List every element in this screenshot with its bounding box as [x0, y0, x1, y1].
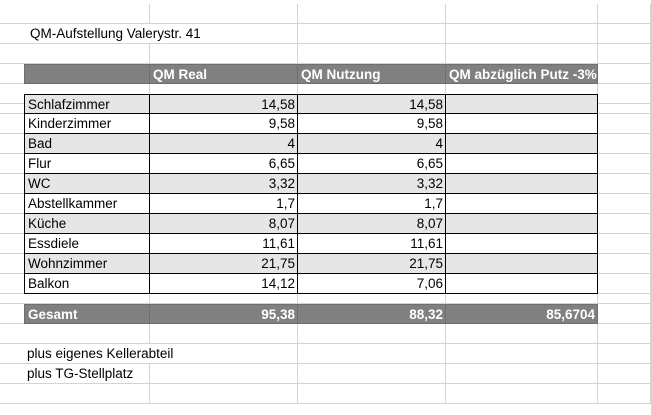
sheet-title: QM-Aufstellung Valerystr. 41	[30, 26, 201, 41]
sheet-row	[0, 324, 651, 344]
note-row: plus TG-Stellplatz	[0, 364, 651, 384]
room-cell[interactable]: Schlafzimmer	[24, 94, 150, 114]
putz-cell[interactable]	[446, 114, 598, 134]
nutzung-cell[interactable]: 14,58	[298, 94, 446, 114]
real-cell[interactable]: 21,75	[150, 254, 298, 274]
table-row: Kinderzimmer 9,58 9,58	[0, 114, 651, 134]
table-row: Balkon 14,12 7,06	[0, 274, 651, 294]
putz-cell[interactable]	[446, 194, 598, 214]
note-tg-stellplatz: plus TG-Stellplatz	[27, 366, 134, 381]
real-cell[interactable]: 14,58	[150, 94, 298, 114]
room-cell[interactable]: Kinderzimmer	[24, 114, 150, 134]
room-cell[interactable]: Essdiele	[24, 234, 150, 254]
table-header-row: QM Real QM Nutzung QM abzüglich Putz -3%	[0, 64, 651, 84]
real-cell[interactable]: 11,61	[150, 234, 298, 254]
title-cell[interactable]: QM-Aufstellung Valerystr. 41	[24, 24, 201, 44]
table-row: Essdiele 11,61 11,61	[0, 234, 651, 254]
nutzung-cell[interactable]: 9,58	[298, 114, 446, 134]
sheet-row	[0, 44, 651, 64]
nutzung-cell[interactable]: 8,07	[298, 214, 446, 234]
table-row: WC 3,32 3,32	[0, 174, 651, 194]
room-cell[interactable]: Wohnzimmer	[24, 254, 150, 274]
table-row: Küche 8,07 8,07	[0, 214, 651, 234]
note-cell[interactable]: plus TG-Stellplatz	[24, 364, 150, 384]
table-row: Bad 4 4	[0, 134, 651, 154]
table-row: Wohnzimmer 21,75 21,75	[0, 254, 651, 274]
real-cell[interactable]: 14,12	[150, 274, 298, 294]
room-cell[interactable]: Küche	[24, 214, 150, 234]
real-cell[interactable]: 3,32	[150, 174, 298, 194]
table-row: Schlafzimmer 14,58 14,58	[0, 94, 651, 114]
room-cell[interactable]: Balkon	[24, 274, 150, 294]
total-row: Gesamt 95,38 88,32 85,6704	[0, 304, 651, 324]
room-cell[interactable]: WC	[24, 174, 150, 194]
putz-cell[interactable]	[446, 234, 598, 254]
nutzung-cell[interactable]: 4	[298, 134, 446, 154]
header-cell-real[interactable]: QM Real	[150, 64, 298, 84]
room-cell[interactable]: Abstellkammer	[24, 194, 150, 214]
putz-cell[interactable]	[446, 154, 598, 174]
total-label-cell[interactable]: Gesamt	[24, 304, 150, 324]
sheet-row	[0, 294, 651, 304]
putz-cell[interactable]	[446, 274, 598, 294]
table-row: Flur 6,65 6,65	[0, 154, 651, 174]
header-cell-nutzung[interactable]: QM Nutzung	[298, 64, 446, 84]
nutzung-cell[interactable]: 1,7	[298, 194, 446, 214]
room-cell[interactable]: Bad	[24, 134, 150, 154]
title-row: QM-Aufstellung Valerystr. 41	[0, 24, 651, 44]
putz-cell[interactable]	[446, 254, 598, 274]
total-real-cell[interactable]: 95,38	[150, 304, 298, 324]
putz-cell[interactable]	[446, 94, 598, 114]
header-cell-room[interactable]	[24, 64, 150, 84]
sheet-row	[0, 4, 651, 24]
nutzung-cell[interactable]: 3,32	[298, 174, 446, 194]
nutzung-cell[interactable]: 6,65	[298, 154, 446, 174]
real-cell[interactable]: 8,07	[150, 214, 298, 234]
nutzung-cell[interactable]: 11,61	[298, 234, 446, 254]
real-cell[interactable]: 9,58	[150, 114, 298, 134]
nutzung-cell[interactable]: 7,06	[298, 274, 446, 294]
header-cell-putz[interactable]: QM abzüglich Putz -3%	[446, 64, 598, 84]
note-row: plus eigenes Kellerabteil	[0, 344, 651, 364]
putz-cell[interactable]	[446, 214, 598, 234]
putz-cell[interactable]	[446, 174, 598, 194]
room-cell[interactable]: Flur	[24, 154, 150, 174]
real-cell[interactable]: 1,7	[150, 194, 298, 214]
table-row: Abstellkammer 1,7 1,7	[0, 194, 651, 214]
real-cell[interactable]: 6,65	[150, 154, 298, 174]
real-cell[interactable]: 4	[150, 134, 298, 154]
total-putz-cell[interactable]: 85,6704	[446, 304, 598, 324]
note-cell[interactable]: plus eigenes Kellerabteil	[24, 344, 173, 364]
nutzung-cell[interactable]: 21,75	[298, 254, 446, 274]
putz-cell[interactable]	[446, 134, 598, 154]
total-nutzung-cell[interactable]: 88,32	[298, 304, 446, 324]
note-kellerabteil: plus eigenes Kellerabteil	[27, 346, 174, 361]
sheet-row	[0, 384, 651, 404]
